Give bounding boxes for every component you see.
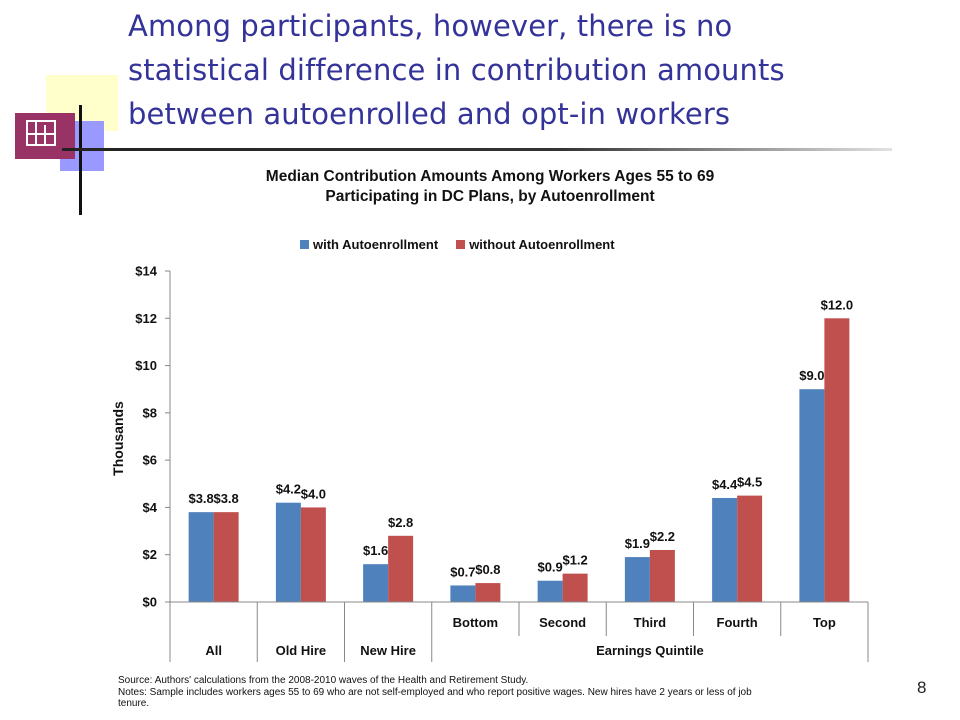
y-axis-title: Thousands: [110, 401, 126, 476]
slide-title-line: between autoenrolled and opt-in workers: [128, 97, 731, 131]
x-tick-label: All: [205, 643, 222, 658]
bar-without-autoenrollment: [737, 495, 763, 602]
data-label: $1.6: [363, 543, 388, 558]
x-tick-label: Top: [813, 615, 836, 630]
y-tick-label: $0: [143, 595, 157, 610]
data-label: $12.0: [821, 297, 854, 312]
bar-without-autoenrollment: [475, 583, 501, 602]
bar-without-autoenrollment: [300, 507, 326, 602]
decor-horizontal-line: [62, 148, 892, 151]
notes-line: Notes: Sample includes workers ages 55 t…: [118, 686, 752, 698]
x-tick-label: Old Hire: [276, 643, 327, 658]
chart-title: Median Contribution Amounts Among Worker…: [180, 167, 800, 207]
chart-legend: with Autoenrollment without Autoenrollme…: [300, 236, 633, 252]
data-label: $9.0: [799, 368, 824, 383]
legend-item-with-autoenrollment: with Autoenrollment: [300, 237, 438, 252]
decor-vertical-line: [79, 105, 82, 215]
data-label: $2.2: [650, 529, 675, 544]
legend-label: without Autoenrollment: [469, 236, 615, 252]
bar-without-autoenrollment: [388, 535, 414, 602]
data-label: $0.9: [537, 560, 562, 575]
logo-icon: [26, 120, 56, 146]
legend-item-without-autoenrollment: without Autoenrollment: [456, 236, 615, 252]
bar-without-autoenrollment: [649, 549, 675, 602]
data-label: $4.0: [301, 486, 326, 501]
data-label: $0.7: [450, 564, 475, 579]
legend-swatch: [300, 239, 309, 249]
chart-title-line: Median Contribution Amounts Among Worker…: [265, 168, 715, 185]
bar-with-autoenrollment: [712, 497, 738, 602]
bar-with-autoenrollment: [624, 557, 650, 602]
source-notes: Source: Authors' calculations from the 2…: [118, 675, 888, 710]
x-tick-label: Third: [634, 615, 667, 630]
notes-line: tenure.: [118, 698, 150, 709]
data-label: $2.8: [388, 515, 413, 530]
data-label: $3.8: [188, 491, 213, 506]
y-tick-label: $2: [143, 547, 157, 562]
y-tick-label: $4: [143, 500, 158, 515]
data-label: $1.9: [625, 536, 650, 551]
y-tick-label: $14: [135, 264, 157, 279]
page-number: 8: [917, 678, 927, 697]
y-tick-label: $6: [143, 453, 157, 468]
slide-title: Among participants, however, there is no…: [128, 4, 928, 136]
bar-with-autoenrollment: [188, 512, 214, 602]
bar-with-autoenrollment: [799, 389, 825, 602]
y-tick-label: $10: [135, 358, 157, 373]
data-label: $3.8: [213, 491, 238, 506]
bar-without-autoenrollment: [562, 573, 588, 602]
bar-with-autoenrollment: [363, 564, 389, 602]
x-tick-label: Bottom: [453, 615, 499, 630]
bar-with-autoenrollment: [537, 580, 563, 602]
x-group-label: Earnings Quintile: [596, 643, 704, 658]
y-tick-label: $12: [135, 311, 157, 326]
data-label: $0.8: [475, 562, 500, 577]
data-label: $4.5: [737, 475, 762, 490]
legend-swatch: [456, 239, 466, 249]
data-label: $1.2: [562, 553, 587, 568]
legend-label: with Autoenrollment: [313, 236, 439, 252]
chart-title-line: Participating in DC Plans, by Autoenroll…: [325, 188, 655, 205]
x-tick-label: Second: [539, 615, 586, 630]
x-tick-label: Fourth: [717, 615, 758, 630]
slide-title-line: Among participants, however, there is no: [128, 9, 733, 43]
x-tick-label: New Hire: [360, 643, 416, 658]
bar-without-autoenrollment: [213, 512, 239, 602]
bar-with-autoenrollment: [275, 502, 301, 602]
source-line: Source: Authors' calculations from the 2…: [118, 675, 529, 686]
bar-without-autoenrollment: [824, 318, 850, 602]
y-tick-label: $8: [143, 405, 157, 420]
slide-title-line: statistical difference in contribution a…: [128, 53, 785, 87]
data-label: $4.2: [276, 482, 301, 497]
bar-with-autoenrollment: [450, 585, 476, 602]
data-label: $4.4: [712, 477, 738, 492]
